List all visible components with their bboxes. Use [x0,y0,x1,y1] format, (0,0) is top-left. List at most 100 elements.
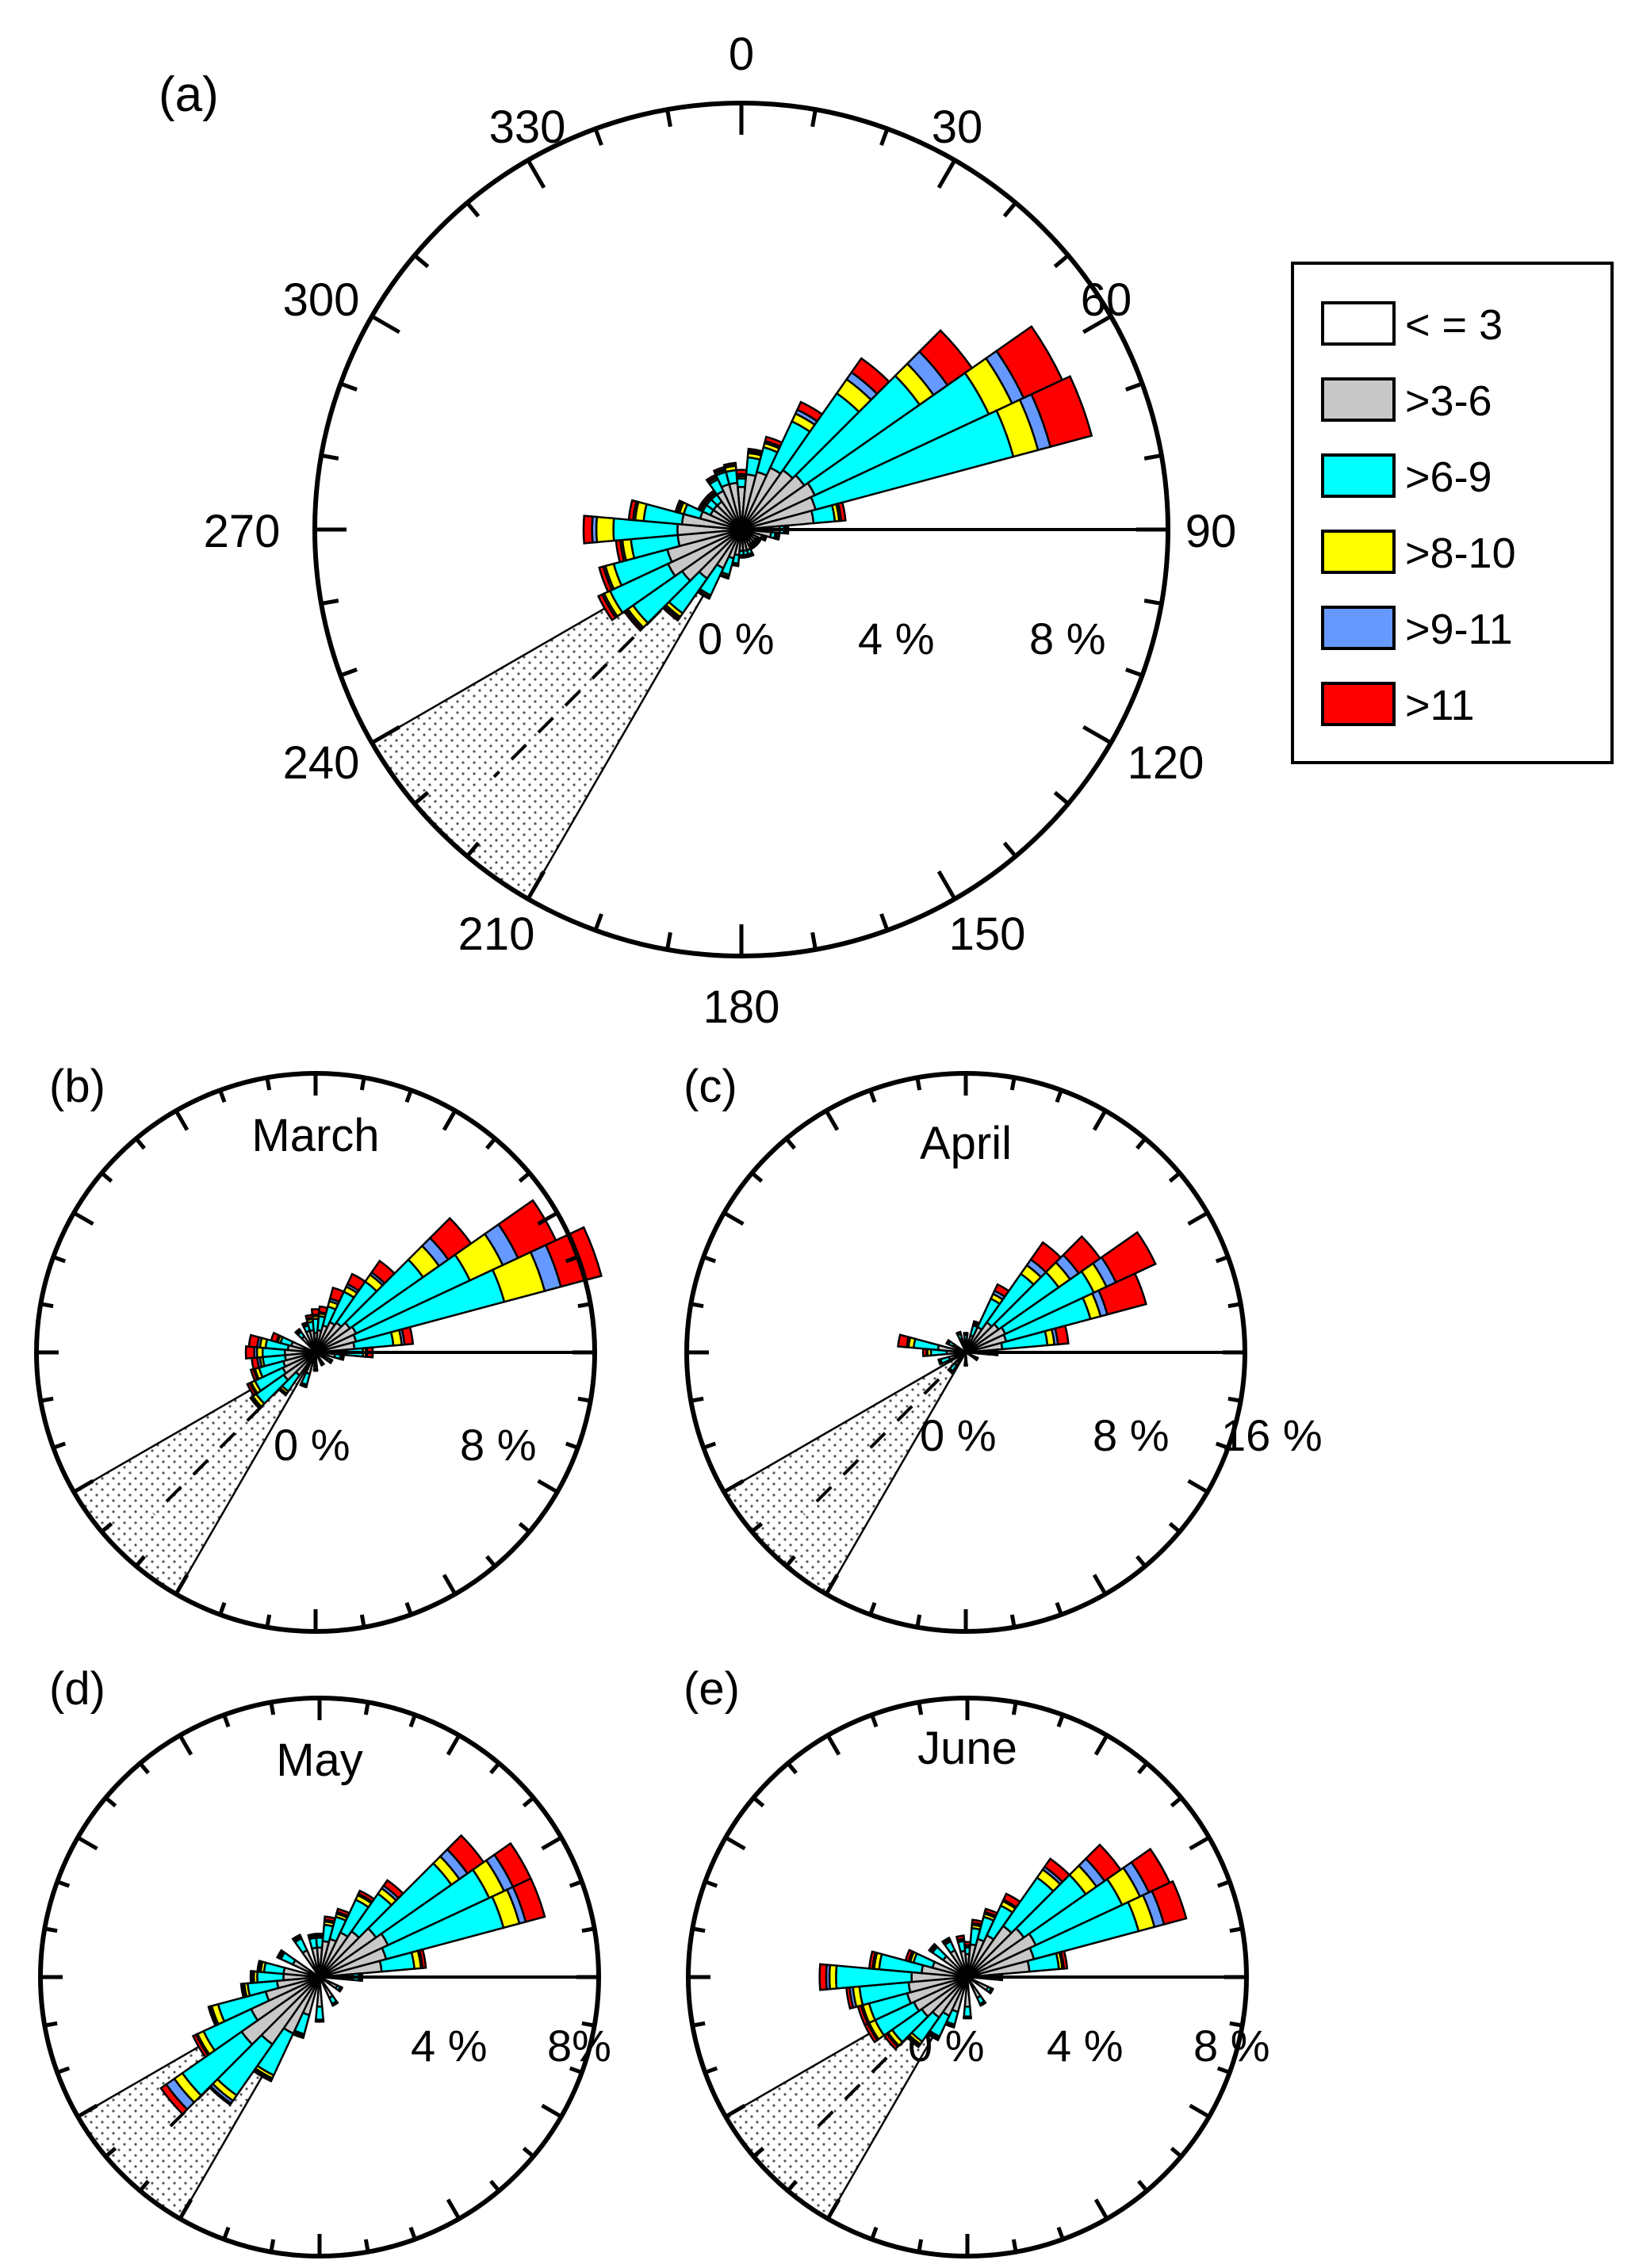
direction-tick [359,1077,366,1091]
direction-tick [537,1478,559,1494]
sector-bisector [802,1351,967,1516]
direction-tick [825,1734,841,1756]
direction-tick [1229,2021,1243,2028]
direction-tick [1216,2066,1231,2075]
direction-tick [52,1255,67,1264]
direction-tick [1143,599,1162,606]
direction-tick [1093,2198,1109,2220]
direction-tick [370,725,400,745]
petal-segment [244,1344,256,1360]
direction-tick [265,1077,272,1091]
direction-tick [265,1614,272,1628]
direction-tick [1125,667,1143,678]
direction-tick [593,913,603,931]
direction-tick [446,1734,461,1756]
legend-label: >3-6 [1405,377,1492,425]
direction-tick [703,1441,717,1450]
direction-tick [690,1302,704,1309]
legend-label: >8-10 [1405,530,1516,577]
petal-segment [338,1986,344,1993]
direction-tick [222,2226,231,2240]
direction-tick [1168,1171,1181,1183]
panel-d-may: (d) May 4 % 8% [38,1663,611,2258]
legend-frame [1291,262,1614,764]
legend-swatch [1321,606,1396,650]
radial-tick-label: 0 % [698,614,775,664]
direction-tick [786,2179,798,2193]
direction-tick [870,1714,879,1728]
direction-tick [1009,1077,1017,1091]
direction-tick [1002,201,1017,218]
direction-tick [174,1109,190,1131]
petal-segment [262,1961,286,1975]
legend: < = 3 >3-6 >6-9 >8-10 >9-11 >11 [1291,262,1614,764]
direction-tick [269,2239,276,2253]
direction-tick [526,870,546,901]
direction-label-150: 150 [949,908,1026,960]
petal-segment [276,1949,285,1960]
petal-segment [867,1950,877,1970]
direction-tick [722,1478,745,1494]
petal-segment [963,1363,968,1367]
petal-segment [595,515,615,544]
direction-tick [665,109,672,128]
petal-segment [418,1948,427,1969]
direction-tick [178,1734,193,1756]
direction-tick [1011,2239,1018,2253]
petal-segment [904,1949,914,1963]
radial-tick-label: 4 % [858,614,935,664]
direction-tick [752,2147,765,2159]
direction-tick [1215,1255,1229,1264]
petal-segment [256,1960,262,1973]
petal-segment [299,1383,308,1389]
petal-segment [897,1333,910,1348]
direction-tick [359,1614,366,1628]
radial-tick-label: 8 % [1093,1410,1170,1460]
legend-label: < = 3 [1405,301,1503,349]
direction-tick [915,1077,922,1091]
petal-segment [963,2016,972,2020]
panel-c-april: (c) April 0 % 8 % 16 % [684,1061,1323,1634]
direction-tick [917,2239,924,2253]
petal-segment [963,1352,968,1364]
direction-tick [1143,453,1162,461]
direction-tick [750,1171,764,1183]
direction-tick [722,1210,745,1226]
direction-tick [936,159,957,189]
panel-a-annual: (a) 0 30 60 90 120 150 180 210 240 270 3… [159,29,1236,1033]
direction-tick [363,2239,370,2253]
direction-tick [442,1574,458,1596]
direction-tick [76,1835,98,1851]
petal-segment [1030,375,1093,449]
petal-segment [249,1395,262,1410]
petal-segment [250,1356,261,1371]
direction-tick [541,2103,563,2119]
direction-tick [1170,2147,1183,2159]
direction-tick [936,870,957,901]
direction-label-180: 180 [703,981,780,1033]
direction-tick [442,1109,458,1131]
direction-tick [1002,841,1017,858]
direction-tick [363,1701,370,1715]
petal-segment [314,1933,325,1937]
direction-tick [569,1880,583,1888]
panel-title: April [920,1118,1012,1169]
petal-segment [674,499,684,514]
radial-tick-label: 4 % [411,2021,488,2071]
petal-segment [246,1382,258,1398]
direction-tick [879,913,890,931]
direction-tick [104,1796,117,1807]
direction-tick [1053,790,1070,805]
direction-tick [76,2103,98,2119]
panel-label: (a) [159,67,219,122]
petal-segment [1097,1272,1147,1316]
direction-tick [915,1614,922,1628]
direction-tick [1009,1614,1017,1628]
direction-tick [40,1302,54,1309]
direction-tick [1227,1302,1242,1309]
direction-tick [218,1601,227,1616]
radial-tick-label: 8 % [460,1420,537,1470]
direction-tick [1216,1880,1231,1888]
direction-label-300: 300 [283,274,360,326]
